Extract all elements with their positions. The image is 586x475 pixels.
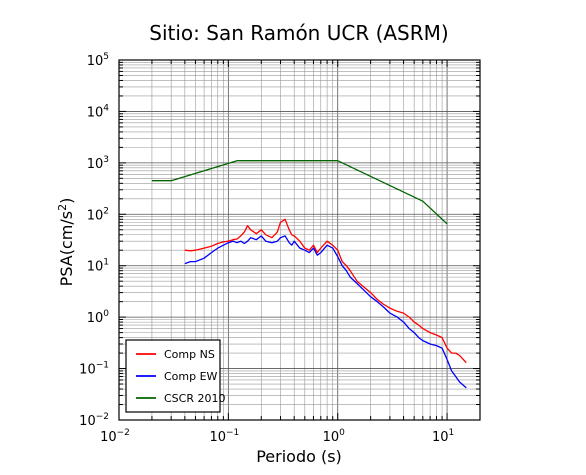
x-tick-label: 10−1	[209, 428, 239, 445]
y-tick-label: 104	[87, 103, 110, 120]
series-line	[184, 218, 467, 364]
chart-title: Sitio: San Ramón UCR (ASRM)	[149, 21, 448, 45]
y-tick-label: 10−1	[79, 361, 109, 378]
x-tick-labels: 10−2 10−1 100 101	[100, 428, 454, 445]
y-tick-label: 101	[87, 258, 109, 275]
series-lines	[151, 160, 467, 389]
x-tick-label: 101	[432, 428, 454, 445]
y-tick-label: 105	[87, 52, 109, 69]
plot-frame	[118, 59, 481, 421]
axis-ticks	[118, 59, 481, 421]
y-tick-label: 10−2	[79, 412, 109, 429]
x-tick-label: 100	[323, 428, 346, 445]
y-tick-label: 100	[87, 309, 110, 326]
legend-label: CSCR 2010	[164, 392, 225, 405]
series-line	[151, 160, 448, 225]
y-tick-label: 102	[87, 206, 109, 223]
grid-lines	[118, 59, 481, 421]
y-tick-labels: 10−2 10−1 100 101 102 103 104 105	[79, 52, 109, 429]
legend-label: Comp EW	[164, 370, 218, 383]
legend-label: Comp NS	[164, 348, 215, 361]
series-line	[184, 235, 467, 389]
x-tick-label: 10−2	[100, 428, 130, 445]
legend: Comp NS Comp EW CSCR 2010	[125, 339, 225, 413]
x-axis-label: Periodo (s)	[256, 447, 342, 466]
y-axis-label: PSA(cm/s2)	[56, 198, 76, 287]
y-tick-label: 103	[87, 155, 109, 172]
